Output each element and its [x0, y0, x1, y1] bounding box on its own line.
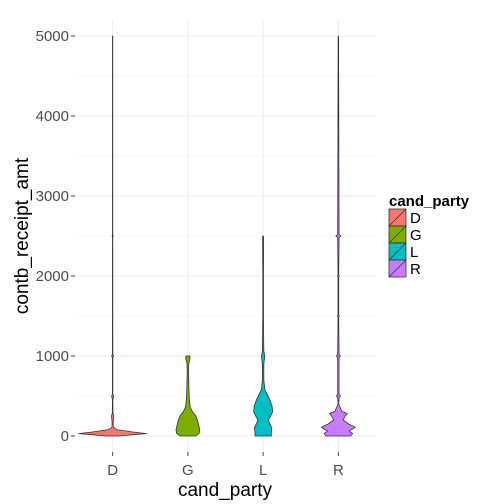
x-tick-label: R [333, 462, 344, 479]
violin-D [78, 35, 148, 437]
x-axis-title: cand_party [178, 480, 273, 501]
legend-key-slash [388, 242, 407, 261]
y-tick-label: 2000 [36, 268, 69, 285]
legend-label-R: R [410, 261, 421, 278]
x-tick-label: D [107, 462, 118, 479]
legend-label-D: D [410, 210, 421, 227]
violin-G [175, 355, 201, 437]
violin-L [253, 235, 274, 437]
y-axis: 0 1000 2000 3000 4000 5000 [36, 28, 75, 445]
legend-key-slash [388, 208, 407, 227]
legend-label-L: L [410, 244, 418, 261]
y-tick-label: 3000 [36, 188, 69, 205]
legend-label-G: G [410, 227, 422, 244]
y-tick-label: 4000 [36, 108, 69, 125]
violin-R [320, 35, 356, 437]
legend-title: cand_party [389, 193, 470, 210]
violins [78, 35, 356, 437]
y-tick-label: 0 [61, 428, 69, 445]
y-axis-title: contb_receipt_amt [12, 157, 33, 314]
x-tick-label: L [259, 462, 267, 479]
legend-key-slash [388, 259, 407, 278]
x-tick-label: G [182, 462, 194, 479]
y-tick-label: 5000 [36, 28, 69, 45]
y-tick-label: 1000 [36, 348, 69, 365]
legend-key-slash [388, 225, 407, 244]
